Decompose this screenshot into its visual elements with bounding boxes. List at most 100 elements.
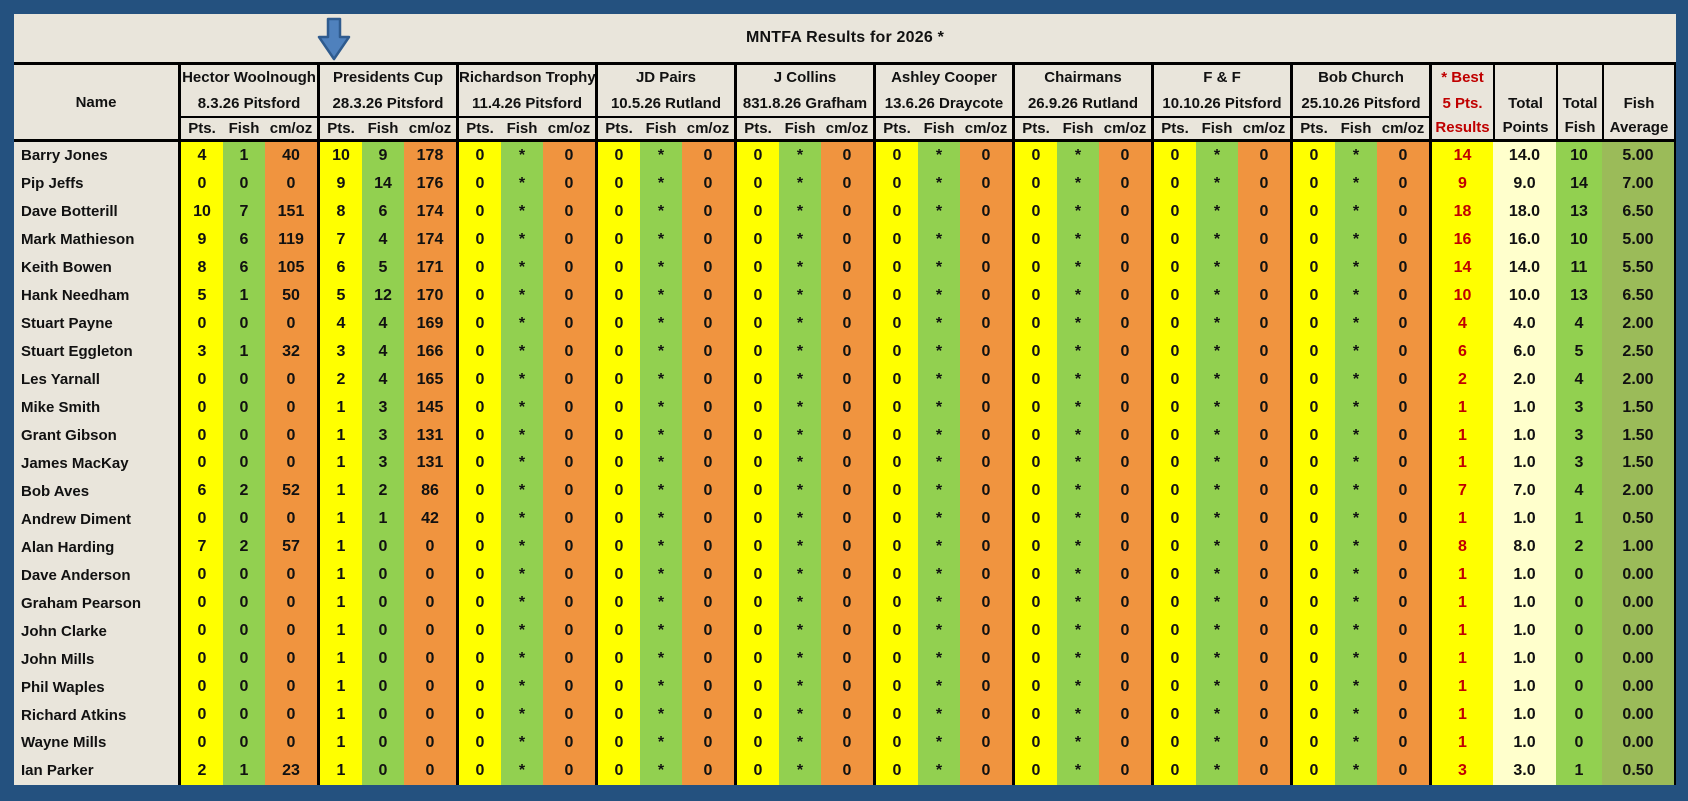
fish-cell: * [1335,533,1377,562]
fish-cell: * [1335,393,1377,422]
points-cell: 0 [876,505,918,534]
fish-cell: * [918,505,960,534]
fish-cell: * [1196,729,1238,757]
fish-cell: 0 [223,449,265,478]
cmoz-cell: 0 [543,253,595,282]
total-points-header-line: Points [1502,119,1549,136]
points-cell: 0 [598,505,640,534]
fish-cell: * [1057,225,1099,254]
down-arrow-icon [315,17,353,62]
competition-result-group: 0 * 0 [734,617,873,646]
competition-result-group: 0 * 0 [1151,393,1290,422]
competition-result-group: 0 * 0 [873,197,1012,226]
best-results-cell: 1 [1429,701,1493,730]
competition-result-group: 0 * 0 [873,281,1012,310]
subcolumn-labels: Pts. Fish cm/oz [459,116,595,139]
competition-result-group: 0 * 0 [456,281,595,310]
points-cell: 1 [320,505,362,534]
competition-result-group: 0 * 0 [1290,589,1429,618]
total-fish-column-header: Total Fish [1556,65,1602,139]
subcolumn-label: Fish [645,120,677,137]
table-row: Ian Parker 2 1 23 1 0 0 0 * 0 0 * 0 0 * 0 0 * 0 0 * 0 0 * 0 0 * 0 3 3… [14,756,1676,785]
points-cell: 0 [459,645,501,674]
results-sheet: MNTFA Results for 2026 * Name Hector Woo… [14,14,1676,785]
competition-result-group: 0 * 0 [1012,169,1151,198]
best-results-cell: 9 [1429,169,1493,198]
fish-cell: * [779,729,821,757]
fish-cell: * [1057,309,1099,338]
fish-cell: 0 [223,673,265,702]
competition-result-group: 0 * 0 [595,142,734,170]
fish-cell: * [779,449,821,478]
angler-name-cell: Graham Pearson [21,594,142,612]
fish-cell: * [640,533,682,562]
fish-average-cell: 5.00 [1602,142,1676,170]
competition-header: F & F 10.10.26 Pitsford Pts. Fish cm/oz [1151,65,1290,139]
fish-cell: * [1196,645,1238,674]
subcolumn-label: Pts. [327,120,355,137]
points-cell: 0 [1154,561,1196,590]
fish-average-cell: 5.00 [1602,225,1676,254]
subcolumn-label: Pts. [1300,120,1328,137]
points-cell: 0 [1293,589,1335,618]
points-cell: 0 [1015,477,1057,506]
fish-cell: * [501,589,543,618]
points-cell: 0 [181,309,223,338]
competition-result-group: 0 * 0 [1290,142,1429,170]
competition-result-group: 10 7 151 [178,197,317,226]
points-cell: 1 [320,673,362,702]
subcolumn-label: Pts. [605,120,633,137]
angler-name-cell: Alan Harding [21,538,115,556]
points-cell: 0 [598,365,640,394]
points-cell: 0 [459,756,501,785]
cmoz-cell: 0 [265,169,317,198]
best-results-cell: 1 [1429,729,1493,757]
competition-result-group: 0 * 0 [1012,589,1151,618]
points-cell: 0 [876,197,918,226]
fish-cell: * [1057,673,1099,702]
competition-result-group: 0 * 0 [873,505,1012,534]
points-cell: 0 [181,729,223,757]
points-cell: 6 [181,477,223,506]
fish-average-cell: 0.50 [1602,505,1676,534]
competition-result-group: 0 * 0 [1290,197,1429,226]
cmoz-cell: 0 [543,477,595,506]
competition-result-group: 0 * 0 [1012,449,1151,478]
fish-average-header-line: Fish [1623,95,1655,112]
cmoz-cell: 0 [682,729,734,757]
fish-cell: 0 [362,617,404,646]
fish-cell: * [1196,617,1238,646]
fish-average-cell: 0.00 [1602,701,1676,730]
points-cell: 1 [320,449,362,478]
fish-cell: * [918,617,960,646]
cmoz-cell: 0 [265,393,317,422]
points-cell: 0 [1293,421,1335,450]
competition-result-group: 0 * 0 [1290,253,1429,282]
total-points-cell: 10.0 [1493,281,1556,310]
fish-cell: * [501,337,543,366]
table-row: Andrew Diment 0 0 0 1 1 42 0 * 0 0 * 0 0 * 0 0 * 0 0 * 0 0 * 0 0 *… [14,505,1676,534]
points-cell: 0 [1154,421,1196,450]
competition-result-group: 0 * 0 [595,169,734,198]
angler-name-cell: James MacKay [21,454,129,472]
total-fish-cell: 1 [1556,756,1602,785]
competition-result-group: 0 * 0 [734,337,873,366]
points-cell: 10 [320,142,362,170]
fish-cell: * [1335,477,1377,506]
fish-average-cell: 0.50 [1602,756,1676,785]
name-column-label: Name [75,93,117,111]
points-cell: 0 [598,701,640,730]
cmoz-cell: 0 [682,365,734,394]
cmoz-cell: 0 [960,365,1012,394]
subcolumn-labels: Pts. Fish cm/oz [1154,116,1290,139]
cmoz-cell: 0 [543,281,595,310]
cmoz-cell: 0 [543,142,595,170]
competition-name: Ashley Cooper [891,69,997,86]
fish-cell: * [1335,449,1377,478]
competition-result-group: 0 * 0 [873,393,1012,422]
total-points-cell: 14.0 [1493,253,1556,282]
